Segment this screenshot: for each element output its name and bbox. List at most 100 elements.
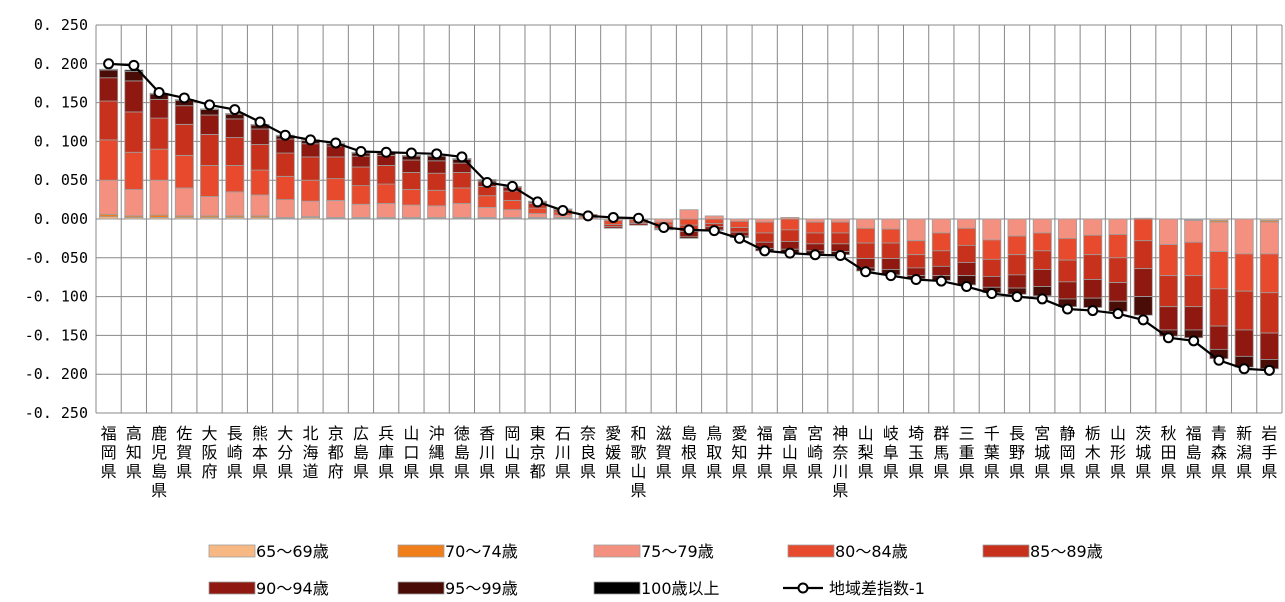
bar-segment xyxy=(982,239,1002,260)
bar-segment xyxy=(326,156,346,180)
bar-segment xyxy=(225,118,245,138)
bar-segment xyxy=(755,232,775,243)
bar-segment xyxy=(149,99,169,119)
bar-segment xyxy=(452,203,472,218)
bar-segment xyxy=(351,185,371,205)
category-label: 岩手県 xyxy=(1261,424,1277,481)
index-line-point xyxy=(607,211,619,223)
category-label: 栃木県 xyxy=(1085,424,1101,481)
bar-segment xyxy=(654,218,674,223)
category-label: 高知県 xyxy=(126,424,142,481)
bar-segment xyxy=(881,218,901,230)
bar-segment xyxy=(1234,253,1254,292)
bar-segment xyxy=(351,166,371,187)
index-line-point xyxy=(860,266,872,278)
bar-segment xyxy=(225,165,245,193)
category-label: 沖縄県 xyxy=(429,424,445,481)
category-label: 岡山県 xyxy=(504,424,520,481)
bar-segment xyxy=(351,155,371,168)
bar-segment xyxy=(351,203,371,218)
category-label: 新潟県 xyxy=(1236,424,1252,481)
bar-segment xyxy=(225,137,245,166)
bar-segment xyxy=(679,209,699,220)
legend-line-marker xyxy=(797,582,809,594)
bar-segment xyxy=(1184,241,1204,277)
bar-segment xyxy=(99,179,119,215)
bar-segment xyxy=(1083,218,1103,236)
bar-segment xyxy=(856,227,876,244)
category-label: 山形県 xyxy=(1110,424,1126,481)
bar-segment xyxy=(1209,325,1229,350)
bar-segment xyxy=(401,159,421,173)
bar-segment xyxy=(275,199,295,218)
index-line-point xyxy=(1162,332,1174,344)
bar-segment xyxy=(200,165,220,197)
y-tick-label: -0. 100 xyxy=(25,288,88,306)
index-line-point xyxy=(254,116,266,128)
bar-segment xyxy=(881,228,901,244)
index-line-point xyxy=(204,99,216,111)
index-line-point xyxy=(431,148,443,160)
y-tick-label: 0. 200 xyxy=(34,55,88,73)
bar-segment xyxy=(301,200,320,218)
index-line-point xyxy=(633,212,645,224)
bar-segment xyxy=(174,123,194,156)
category-label: 東京都 xyxy=(530,424,546,481)
bar-segment xyxy=(124,80,144,113)
index-line-point xyxy=(910,274,922,286)
stacked-bars xyxy=(99,68,1279,370)
index-line-point xyxy=(1087,305,1099,317)
index-line-point xyxy=(405,147,417,159)
bar-segment xyxy=(275,138,295,154)
bar-segment xyxy=(1083,279,1103,299)
bar-segment xyxy=(957,218,977,229)
bar-segment xyxy=(982,258,1002,277)
bar-segment xyxy=(250,128,270,145)
bar-segment xyxy=(301,179,320,202)
bar-segment xyxy=(1234,329,1254,357)
bar-segment xyxy=(780,218,800,231)
category-label: 青森県 xyxy=(1211,424,1227,481)
bar-segment xyxy=(502,209,522,218)
bar-segment xyxy=(275,175,295,201)
index-line-point xyxy=(481,177,493,189)
index-line-point xyxy=(1238,363,1250,375)
bar-segment xyxy=(376,165,396,185)
bar-segment xyxy=(1133,218,1153,242)
bar-segment xyxy=(1108,218,1128,235)
bar-segment xyxy=(830,232,850,245)
bar-segment xyxy=(906,218,926,242)
bar-segment xyxy=(629,223,649,226)
bar-segment xyxy=(679,218,699,226)
bar-segment xyxy=(856,218,876,229)
bar-segment xyxy=(1184,306,1204,331)
category-label: 福井県 xyxy=(757,424,773,481)
category-label: 島根県 xyxy=(681,424,697,481)
bar-segment xyxy=(957,227,977,246)
category-label: 愛知県 xyxy=(731,424,747,481)
category-label: 岐阜県 xyxy=(883,424,899,481)
bar-segment xyxy=(149,179,169,216)
bar-segment xyxy=(906,240,926,256)
index-line-point xyxy=(961,281,973,293)
bar-segment xyxy=(881,258,901,270)
y-tick-label: -0. 150 xyxy=(25,326,88,344)
bar-segment xyxy=(729,227,749,233)
category-label: 滋賀県 xyxy=(656,424,672,481)
index-line-point xyxy=(304,134,316,146)
index-line-point xyxy=(1188,335,1200,347)
category-label: 大分県 xyxy=(277,424,293,481)
bar-segment xyxy=(1058,218,1077,239)
category-label: 兵庫県 xyxy=(378,424,394,481)
bar-segment xyxy=(477,195,497,208)
bar-segment xyxy=(326,178,346,201)
category-label: 鳥取県 xyxy=(706,424,722,481)
bar-segment xyxy=(957,244,977,263)
index-line-point xyxy=(178,92,190,104)
category-label: 宮城県 xyxy=(1034,424,1050,481)
bar-segment xyxy=(401,172,421,190)
bar-segment xyxy=(856,242,876,259)
category-label: 福島県 xyxy=(1186,424,1202,481)
y-tick-label: 0. 150 xyxy=(34,94,88,112)
bar-segment xyxy=(149,148,169,181)
